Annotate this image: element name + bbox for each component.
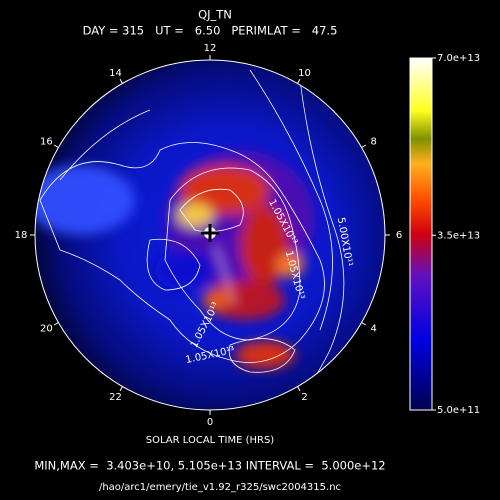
theta-tick: [53, 144, 59, 148]
source-file: /hao/arc1/emery/tie_v1.92_r325/swc200431…: [99, 482, 341, 493]
theta-tick-label: 20: [40, 324, 53, 335]
footer: MIN,MAX = 3.403e+10, 5.105e+13 INTERVAL …: [34, 459, 385, 473]
chart-title: QJ_TN: [198, 8, 232, 22]
theta-tick-label: 16: [40, 137, 53, 148]
colorbar: [409, 57, 433, 411]
colorbar-tick-label: 3.5e+13: [437, 230, 480, 241]
theta-tick-label: 10: [298, 68, 311, 79]
theta-tick-label: 22: [109, 392, 122, 403]
theta-tick-label: 14: [109, 68, 122, 79]
theta-tick: [361, 144, 367, 148]
theta-tick-label: 2: [301, 392, 307, 403]
theta-tick: [53, 322, 59, 326]
theta-tick: [119, 386, 123, 392]
theta-tick: [119, 78, 123, 84]
theta-tick-label: 12: [204, 43, 217, 54]
chart-subtitle: DAY = 315 UT = 6.50 PERIMLAT = 47.5: [83, 24, 338, 38]
theta-tick-label: 8: [370, 137, 376, 148]
colorbar-tick-label: 7.0e+13: [437, 53, 480, 64]
theta-tick: [361, 322, 367, 326]
theta-tick-label: 6: [396, 230, 402, 241]
theta-tick-label: 4: [370, 324, 376, 335]
theta-tick-label: 18: [15, 230, 28, 241]
pole-marker: [201, 224, 219, 242]
theta-tick: [297, 78, 301, 84]
colorbar-tick-label: 5.0e+11: [437, 405, 480, 416]
theta-tick-label: 0: [207, 417, 213, 428]
x-axis-label: SOLAR LOCAL TIME (HRS): [146, 435, 275, 446]
theta-tick: [297, 386, 301, 392]
